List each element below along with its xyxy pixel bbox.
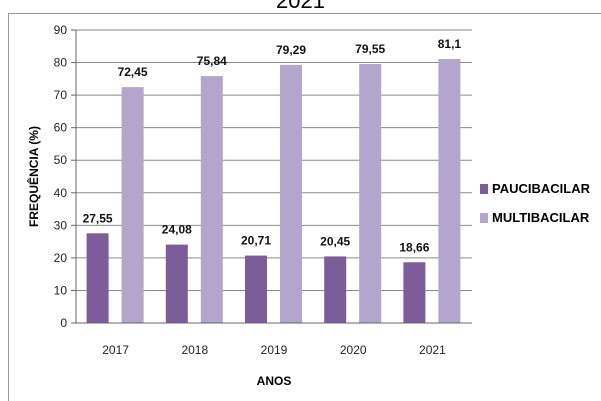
chart-frame-left-border [8,13,9,401]
x-tick-label: 2019 [261,343,288,357]
data-label-paucibacilar: 20,45 [320,234,350,248]
bar-multibacilar-2017 [121,87,144,323]
x-tick-label: 2018 [181,343,208,357]
bar-paucibacilar-2019 [245,255,267,323]
data-label-paucibacilar: 20,71 [241,234,271,248]
chart-frame-top-border [8,13,601,14]
legend-swatch-paucibacilar [480,184,488,194]
y-tick-label: 20 [54,251,68,265]
x-axis-title: ANOS [257,374,292,388]
chart-title: 2021 [276,0,325,13]
data-label-multibacilar: 79,29 [276,43,306,57]
bar-multibacilar-2018 [200,76,223,323]
bar-paucibacilar-2017 [86,233,109,323]
data-label-multibacilar: 72,45 [118,65,148,79]
y-tick-label: 90 [54,23,68,37]
bar-multibacilar-2021 [438,58,461,323]
bar-paucibacilar-2021 [403,262,426,323]
data-label-multibacilar: 79,55 [355,42,385,56]
y-tick-label: 10 [54,283,68,297]
x-tick-label: 2020 [340,343,367,357]
data-label-multibacilar: 75,84 [197,54,227,68]
y-tick-label: 70 [54,88,68,102]
legend-label-paucibacilar: PAUCIBACILAR [492,181,591,196]
data-label-multibacilar: 81,1 [438,37,462,51]
y-tick-label: 30 [54,218,68,232]
bar-paucibacilar-2018 [165,244,188,323]
data-label-paucibacilar: 24,08 [162,223,192,237]
y-tick-label: 40 [54,186,68,200]
legend-label-multibacilar: MULTIBACILAR [492,210,590,225]
legend-swatch-multibacilar [480,213,488,223]
y-axis-title: FREQUÊNCIA (%) [26,126,41,227]
bar-multibacilar-2019 [280,64,302,323]
x-tick-label: 2021 [419,343,446,357]
y-tick-label: 80 [54,56,68,70]
y-tick-label: 0 [60,316,67,330]
bar-paucibacilar-2020 [324,256,347,323]
y-tick-label: 60 [54,121,68,135]
data-label-paucibacilar: 18,66 [399,240,429,254]
bar-multibacilar-2020 [359,64,382,323]
y-tick-label: 50 [54,153,68,167]
x-tick-label: 2017 [102,343,129,357]
data-label-paucibacilar: 27,55 [83,211,113,225]
